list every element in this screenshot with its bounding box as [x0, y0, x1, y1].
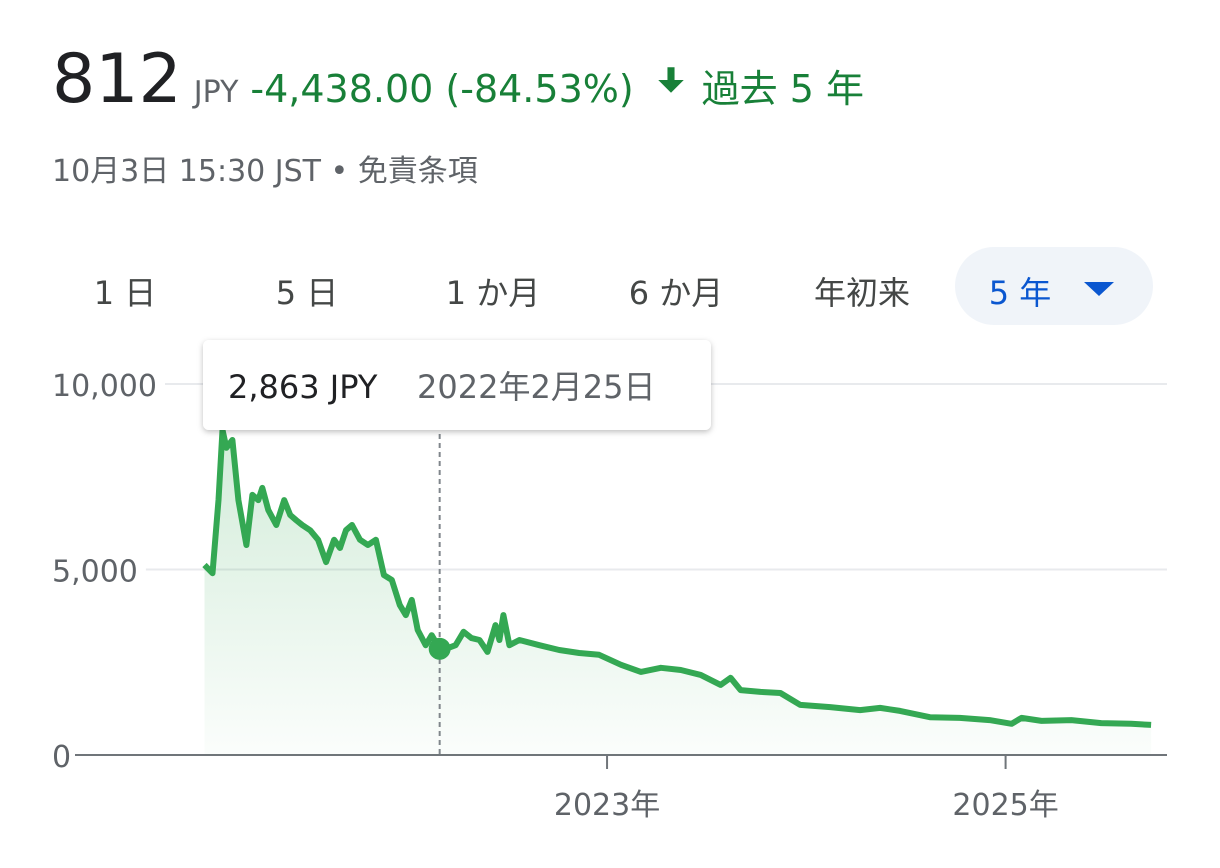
timestamp: 10月3日 15:30 JST — [52, 154, 322, 189]
range-tab[interactable]: 1 日 — [93, 274, 157, 312]
change: -4,438.00 (-84.53%) — [250, 67, 634, 111]
dropdown-icon — [1084, 282, 1114, 296]
area — [204, 430, 1152, 755]
range-tab[interactable]: 5 年 — [988, 274, 1052, 312]
headline: 812 JPY -4,438.00 (-84.53%) 過去 5 年 — [52, 40, 864, 119]
y-tick-label: 5,000 — [52, 555, 138, 590]
y-tick-label: 0 — [52, 740, 71, 775]
disclaimer[interactable]: 免責条項 — [357, 154, 478, 189]
y-tick-label: 10,000 — [52, 369, 157, 404]
range-tab[interactable]: 5 日 — [275, 274, 339, 312]
selected-tab-bg — [955, 247, 1153, 325]
price: 812 — [52, 40, 182, 119]
range-tab[interactable]: 6 か月 — [628, 274, 724, 312]
tooltip-value: 2,863 JPY — [228, 368, 378, 406]
x-tick-label: 2023年 — [554, 788, 660, 823]
range-tab[interactable]: 1 か月 — [445, 274, 541, 312]
currency: JPY — [193, 75, 239, 110]
tooltip-box — [203, 340, 711, 430]
range-tab[interactable]: 年初来 — [813, 274, 911, 312]
down-arrow — [657, 66, 684, 93]
hover-point — [428, 637, 451, 660]
price-line — [202, 427, 1152, 728]
x-tick-label: 2025年 — [952, 788, 1058, 823]
subline: 10月3日 15:30 JST • 免責条項 — [52, 154, 478, 189]
tooltip-date: 2022年2月25日 — [417, 368, 656, 406]
period: 過去 5 年 — [701, 67, 865, 111]
